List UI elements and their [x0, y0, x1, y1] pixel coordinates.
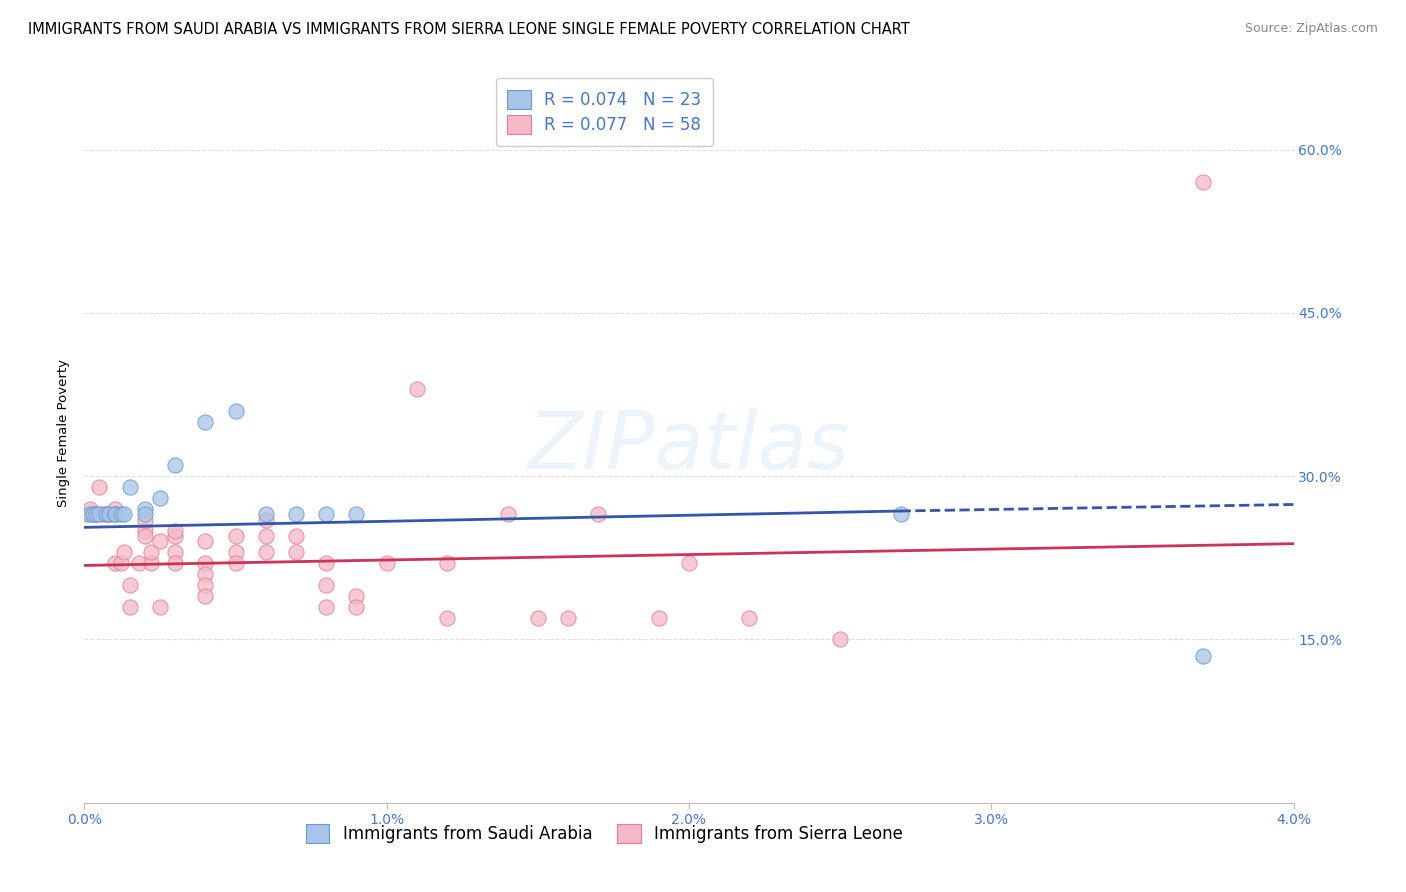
Point	[149, 599, 172, 614]
Legend: Immigrants from Saudi Arabia, Immigrants from Sierra Leone: Immigrants from Saudi Arabia, Immigrants…	[299, 817, 910, 850]
Point	[738, 611, 761, 625]
Point	[76, 508, 98, 522]
Point	[165, 529, 187, 543]
Point	[496, 508, 519, 522]
Point	[254, 513, 277, 527]
Text: ZIPatlas: ZIPatlas	[527, 409, 851, 486]
Point	[128, 556, 150, 570]
Point	[94, 508, 117, 522]
Point	[1192, 648, 1215, 663]
Point	[254, 508, 277, 522]
Point	[194, 589, 217, 603]
Point	[82, 508, 104, 522]
Point	[79, 501, 101, 516]
Y-axis label: Single Female Poverty: Single Female Poverty	[58, 359, 70, 507]
Point	[165, 458, 187, 473]
Point	[91, 508, 114, 522]
Point	[165, 545, 187, 559]
Point	[285, 508, 308, 522]
Point	[225, 556, 247, 570]
Point	[89, 508, 111, 522]
Text: Source: ZipAtlas.com: Source: ZipAtlas.com	[1244, 22, 1378, 36]
Point	[315, 599, 337, 614]
Point	[588, 508, 610, 522]
Point	[225, 529, 247, 543]
Point	[165, 556, 187, 570]
Point	[149, 491, 172, 505]
Point	[890, 508, 912, 522]
Point	[104, 501, 127, 516]
Point	[112, 508, 135, 522]
Point	[165, 524, 187, 538]
Point	[375, 556, 398, 570]
Point	[139, 545, 162, 559]
Point	[112, 545, 135, 559]
Point	[254, 529, 277, 543]
Point	[134, 501, 156, 516]
Point	[82, 508, 104, 522]
Point	[134, 524, 156, 538]
Point	[315, 556, 337, 570]
Point	[678, 556, 700, 570]
Point	[86, 508, 108, 522]
Point	[134, 513, 156, 527]
Point	[110, 508, 132, 522]
Point	[194, 415, 217, 429]
Point	[104, 556, 127, 570]
Point	[104, 508, 127, 522]
Point	[225, 404, 247, 418]
Point	[118, 578, 141, 592]
Point	[648, 611, 671, 625]
Point	[346, 599, 368, 614]
Point	[86, 508, 108, 522]
Point	[527, 611, 550, 625]
Point	[1192, 175, 1215, 189]
Point	[830, 632, 852, 647]
Point	[285, 529, 308, 543]
Point	[139, 556, 162, 570]
Point	[79, 508, 101, 522]
Point	[97, 508, 120, 522]
Point	[285, 545, 308, 559]
Point	[149, 534, 172, 549]
Point	[110, 556, 132, 570]
Point	[557, 611, 579, 625]
Point	[194, 534, 217, 549]
Point	[315, 578, 337, 592]
Point	[118, 480, 141, 494]
Point	[194, 556, 217, 570]
Point	[315, 508, 337, 522]
Text: IMMIGRANTS FROM SAUDI ARABIA VS IMMIGRANTS FROM SIERRA LEONE SINGLE FEMALE POVER: IMMIGRANTS FROM SAUDI ARABIA VS IMMIGRAN…	[28, 22, 910, 37]
Point	[118, 599, 141, 614]
Point	[134, 508, 156, 522]
Point	[194, 578, 217, 592]
Point	[104, 508, 127, 522]
Point	[104, 508, 127, 522]
Point	[89, 480, 111, 494]
Point	[346, 589, 368, 603]
Point	[134, 529, 156, 543]
Point	[436, 611, 458, 625]
Point	[225, 545, 247, 559]
Point	[97, 508, 120, 522]
Point	[94, 508, 117, 522]
Point	[254, 545, 277, 559]
Point	[406, 382, 429, 396]
Point	[346, 508, 368, 522]
Point	[194, 567, 217, 582]
Point	[436, 556, 458, 570]
